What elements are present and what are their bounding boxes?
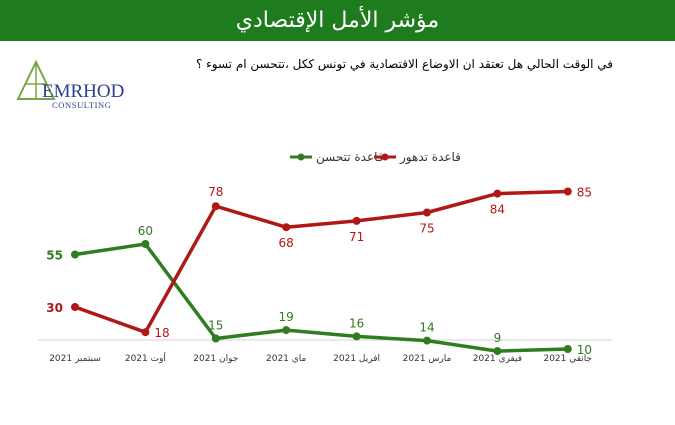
svg-text:CONSULTING: CONSULTING bbox=[52, 100, 112, 110]
legend-label: قاعدة تدهور bbox=[399, 150, 461, 165]
x-tick-label: مارس 2021 bbox=[403, 354, 452, 364]
data-point bbox=[563, 187, 572, 196]
data-label: 84 bbox=[490, 203, 505, 217]
data-point bbox=[141, 328, 150, 337]
x-tick-label: ماي 2021 bbox=[266, 354, 307, 364]
x-tick-label: أوت 2021 bbox=[125, 352, 166, 364]
chart-title: مؤشر الأمل الإقتصادي bbox=[235, 8, 440, 33]
data-label: 75 bbox=[419, 222, 434, 236]
legend-label: قاعدة تتحسن bbox=[316, 150, 384, 165]
data-label: 55 bbox=[46, 249, 63, 263]
x-tick-label: سبتمبر 2021 bbox=[49, 354, 101, 364]
x-tick-label: جانفي 2021 bbox=[543, 354, 592, 364]
data-label: 14 bbox=[419, 321, 434, 335]
data-label: 68 bbox=[279, 236, 294, 250]
x-tick-label: فيفري 2021 bbox=[473, 354, 522, 364]
data-label: 15 bbox=[208, 319, 223, 333]
data-point bbox=[423, 208, 431, 217]
data-point bbox=[211, 202, 220, 211]
data-label: 71 bbox=[349, 230, 364, 244]
legend-marker bbox=[297, 153, 305, 161]
data-point bbox=[282, 326, 291, 335]
data-label: 18 bbox=[154, 326, 169, 340]
survey-question: في الوقت الحالي هل تعتقد ان الاوضاع الاق… bbox=[195, 57, 613, 71]
data-point bbox=[141, 240, 150, 248]
data-point bbox=[423, 336, 431, 345]
data-label: 78 bbox=[208, 185, 223, 199]
data-label: 60 bbox=[138, 224, 153, 238]
data-point bbox=[282, 223, 291, 232]
data-label: 16 bbox=[349, 316, 364, 330]
data-point bbox=[352, 216, 361, 225]
x-tick-label: افريل 2021 bbox=[333, 354, 380, 364]
data-point bbox=[563, 345, 572, 353]
data-point bbox=[493, 189, 502, 198]
data-label: 10 bbox=[577, 343, 592, 357]
series-line bbox=[73, 189, 570, 334]
data-point bbox=[493, 347, 502, 356]
series-line bbox=[73, 242, 570, 353]
svg-text:EMRHOD: EMRHOD bbox=[42, 81, 124, 102]
data-point bbox=[211, 334, 220, 343]
data-point bbox=[352, 332, 361, 341]
legend-marker bbox=[381, 153, 389, 161]
data-point bbox=[71, 250, 79, 259]
x-tick-label: جوان 2021 bbox=[193, 354, 238, 364]
chart-title-bar: مؤشر الأمل الإقتصادي bbox=[0, 0, 675, 41]
data-label: 19 bbox=[279, 310, 294, 324]
emrhod-logo: EMRHOD CONSULTING bbox=[16, 59, 124, 110]
data-point bbox=[71, 303, 79, 311]
data-label: 30 bbox=[46, 301, 63, 315]
data-label: 85 bbox=[577, 186, 592, 200]
data-label: 9 bbox=[494, 331, 502, 345]
